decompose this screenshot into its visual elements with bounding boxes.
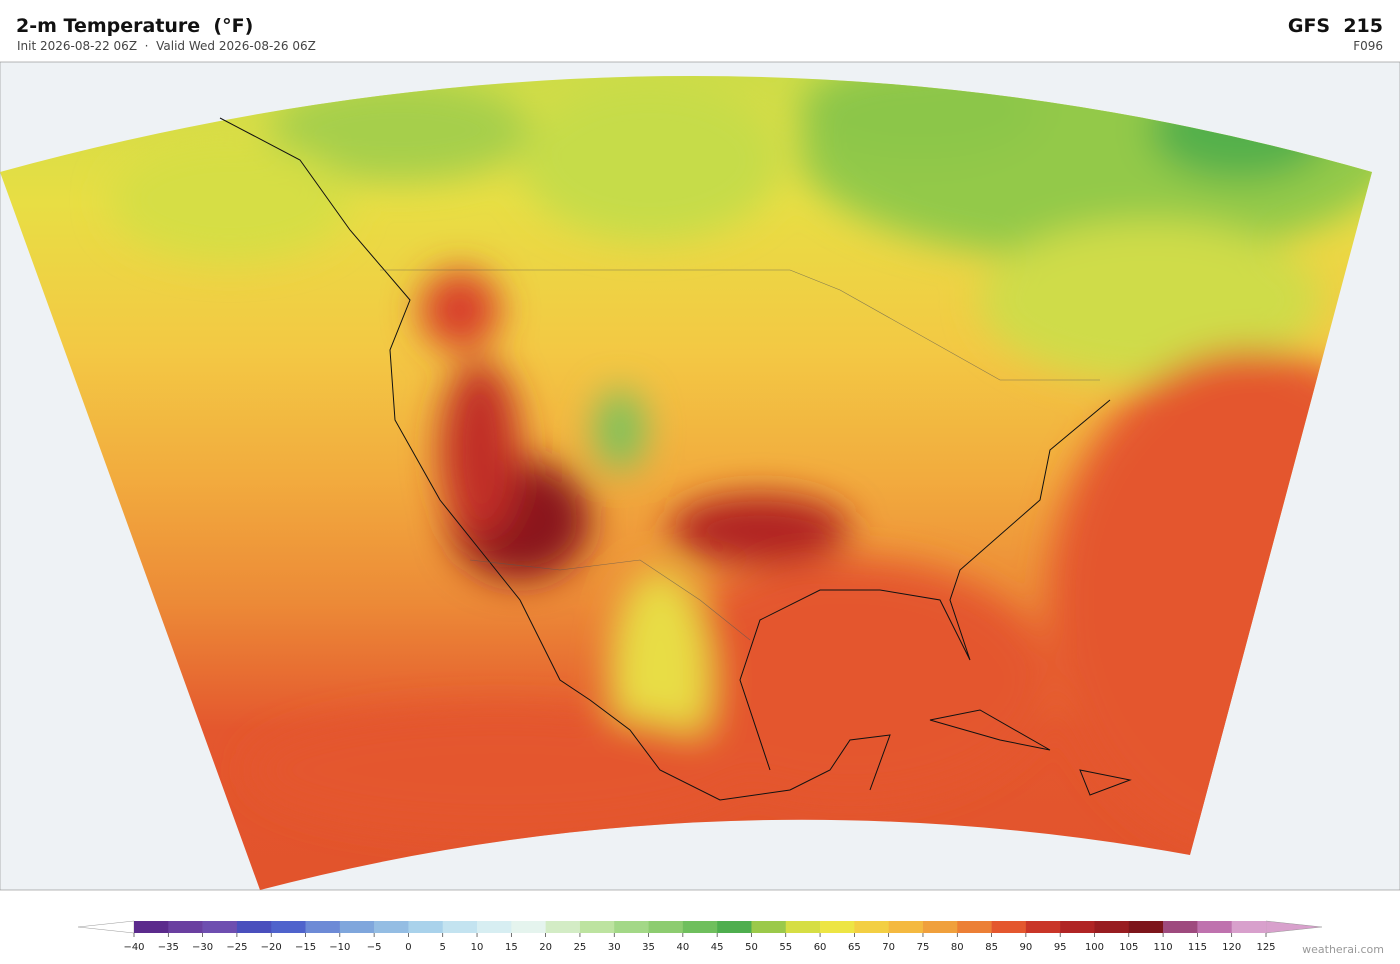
colorbar-bin: [1231, 921, 1267, 933]
colorbar-tick-label: −15: [295, 942, 316, 953]
colorbar-tick-label: 5: [440, 942, 446, 953]
forecast-hour: F096: [1353, 39, 1383, 53]
colorbar-tick-label: 55: [779, 942, 792, 953]
colorbar-bin: [477, 921, 512, 933]
colorbar-bin: [957, 921, 992, 933]
colorbar-tick-label: 90: [1020, 942, 1033, 953]
colorbar-bin: [682, 921, 718, 933]
colorbar-tick-label: 45: [711, 942, 724, 953]
colorbar-tick-label: 65: [848, 942, 861, 953]
colorbar-bin: [545, 921, 581, 933]
colorbar-tick-label: 75: [917, 942, 930, 953]
colorbar-extend-high: [1265, 920, 1323, 934]
colorbar-bin: [1197, 921, 1232, 933]
colorbar-tick-label: 125: [1256, 942, 1275, 953]
colorbar-bin: [236, 921, 272, 933]
colorbar-tick-label: 105: [1119, 942, 1138, 953]
colorbar-tick-label: 50: [745, 942, 758, 953]
colorbar-tick-label: 30: [608, 942, 621, 953]
colorbar-tick-label: −30: [192, 942, 213, 953]
colorbar-bin: [888, 921, 924, 933]
colorbar-bin: [751, 921, 787, 933]
colorbar-tick-label: −20: [261, 942, 282, 953]
colorbar-tick-label: −5: [367, 942, 382, 953]
colorbar-tick-label: 60: [814, 942, 827, 953]
colorbar-bin: [820, 921, 855, 933]
colorbar-bin: [408, 921, 444, 933]
colorbar-bin: [271, 921, 306, 933]
watermark: weatherai.com: [1302, 943, 1384, 956]
colorbar-bin: [134, 921, 169, 933]
colorbar-bin: [202, 921, 238, 933]
colorbar-bin: [339, 921, 375, 933]
colorbar-tick-label: 100: [1085, 942, 1104, 953]
colorbar-tick-label: 20: [539, 942, 552, 953]
colorbar-bin: [785, 921, 821, 933]
colorbar-bin: [1060, 921, 1095, 933]
colorbar-bin: [648, 921, 684, 933]
colorbar-tick-label: 10: [471, 942, 484, 953]
colorbar-bin: [1025, 921, 1061, 933]
colorbar-bin: [922, 921, 958, 933]
colorbar-bin: [442, 921, 478, 933]
colorbar-tick-label: 115: [1188, 942, 1207, 953]
colorbar-bin: [614, 921, 649, 933]
colorbar-tick-label: 0: [405, 942, 411, 953]
colorbar-tick-label: 95: [1054, 942, 1067, 953]
colorbar-bin: [717, 921, 752, 933]
colorbar-bin: [305, 921, 341, 933]
colorbar-tick-label: −10: [329, 942, 350, 953]
colorbar-bin: [854, 921, 889, 933]
colorbar-tick-label: −40: [123, 942, 144, 953]
subtitle: Init 2026-08-22 06Z · Valid Wed 2026-08-…: [17, 39, 316, 53]
colorbar-bin: [511, 921, 546, 933]
colorbar-tick-label: 85: [985, 942, 998, 953]
colorbar-tick-label: 80: [951, 942, 964, 953]
colorbar-tick-label: 25: [574, 942, 587, 953]
title: 2-m Temperature (°F): [16, 15, 254, 37]
colorbar-bin: [579, 921, 615, 933]
colorbar-tick-label: −25: [226, 942, 247, 953]
colorbar-bin: [1163, 921, 1198, 933]
colorbar-tick-label: 40: [676, 942, 689, 953]
colorbar-bin: [1128, 921, 1164, 933]
colorbar-tick-label: −35: [158, 942, 179, 953]
colorbar-bin: [991, 921, 1027, 933]
colorbar-tick-label: 15: [505, 942, 518, 953]
colorbar-tick-label: 70: [882, 942, 895, 953]
colorbar-tick-label: 120: [1222, 942, 1241, 953]
colorbar-bin: [1094, 921, 1130, 933]
colorbar-tick-label: 110: [1154, 942, 1173, 953]
colorbar-tick-label: 35: [642, 942, 655, 953]
model: GFS 215: [1287, 15, 1383, 37]
colorbar-bin: [168, 921, 203, 933]
colorbar-extend-low: [77, 920, 135, 934]
colorbar-bin: [374, 921, 409, 933]
